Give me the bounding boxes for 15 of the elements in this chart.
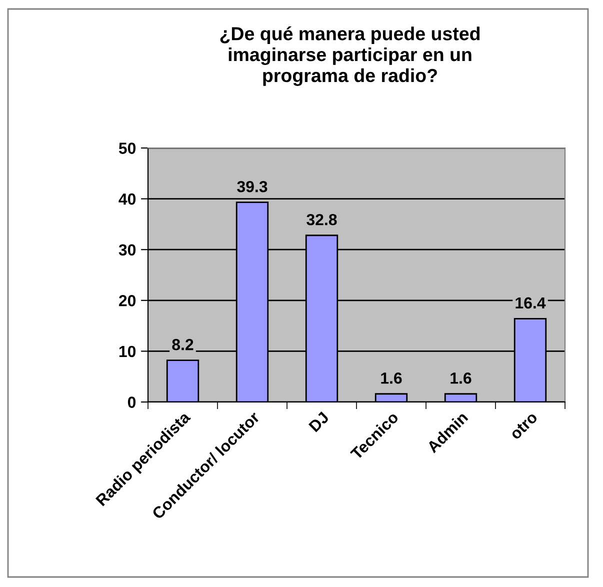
- y-tick-label: 20: [118, 295, 136, 306]
- data-label: 1.6: [450, 372, 472, 384]
- data-label: 1.6: [381, 372, 402, 384]
- data-label: 16.4: [516, 297, 546, 309]
- y-tick-label: 0: [128, 396, 136, 408]
- data-label: 39.3: [237, 180, 268, 192]
- data-label: 8.2: [172, 338, 194, 350]
- chart-title: ¿De qué manera puede usted imaginarse participar en un programa de radio?: [220, 26, 480, 86]
- y-tick-label: 30: [118, 244, 136, 256]
- y-tick-label: 50: [118, 142, 136, 154]
- y-tick-label: 40: [118, 193, 136, 205]
- y-tick-label: 10: [119, 346, 136, 358]
- data-label: 32.8: [306, 214, 337, 226]
- x-tick-label: DJ: [308, 412, 330, 432]
- x-tick-label: otro: [510, 412, 538, 440]
